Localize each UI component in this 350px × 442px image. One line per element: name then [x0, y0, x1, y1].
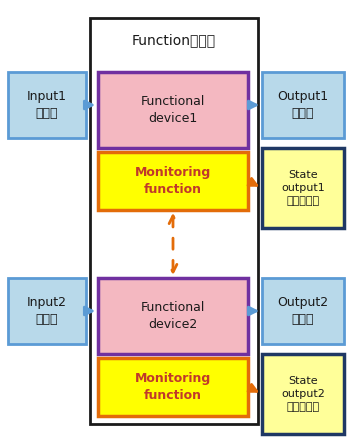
Text: Monitoring
function: Monitoring function: [135, 166, 211, 196]
FancyBboxPatch shape: [262, 354, 344, 434]
Text: State
output2
状態出力２: State output2 状態出力２: [281, 376, 325, 412]
Text: Functional
device2: Functional device2: [141, 301, 205, 331]
Text: Output2
出力２: Output2 出力２: [278, 296, 329, 326]
Text: Input1
入力１: Input1 入力１: [27, 90, 67, 120]
FancyBboxPatch shape: [98, 358, 248, 416]
FancyBboxPatch shape: [8, 278, 86, 344]
Text: Output1
出力１: Output1 出力１: [278, 90, 329, 120]
FancyBboxPatch shape: [98, 72, 248, 148]
Text: Functional
device1: Functional device1: [141, 95, 205, 125]
Text: Function：機能: Function：機能: [132, 33, 216, 47]
FancyBboxPatch shape: [98, 278, 248, 354]
FancyBboxPatch shape: [262, 278, 344, 344]
FancyBboxPatch shape: [90, 18, 258, 424]
FancyBboxPatch shape: [262, 72, 344, 138]
Text: Monitoring
function: Monitoring function: [135, 372, 211, 402]
Text: Input2
入力２: Input2 入力２: [27, 296, 67, 326]
FancyBboxPatch shape: [262, 148, 344, 228]
FancyBboxPatch shape: [98, 152, 248, 210]
Text: State
output1
状態出力１: State output1 状態出力１: [281, 170, 325, 206]
FancyBboxPatch shape: [8, 72, 86, 138]
